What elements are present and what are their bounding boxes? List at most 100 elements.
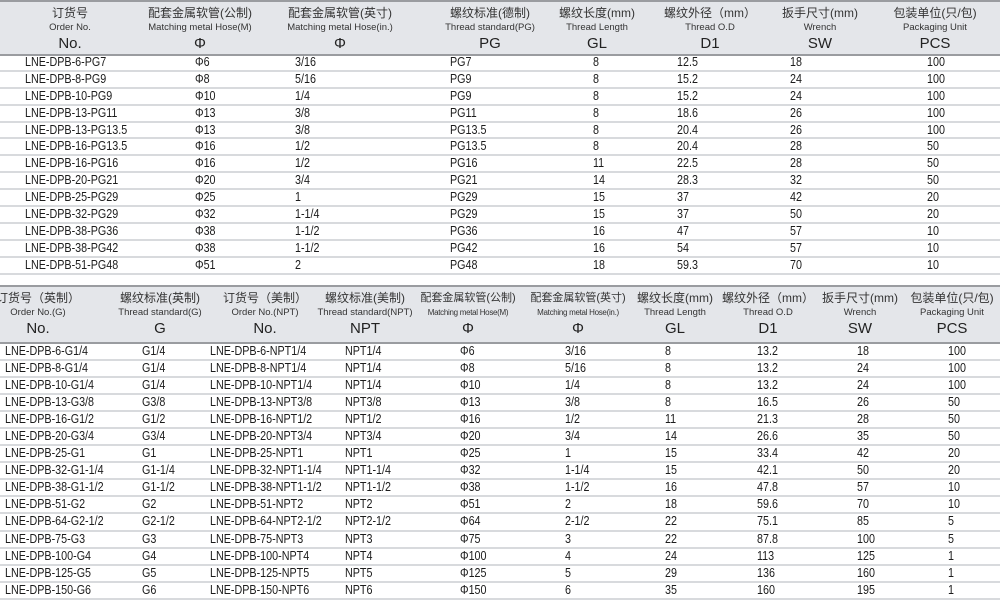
cell-order-no-npt: LNE-DPB-100-NPT4 [210, 548, 310, 563]
cell-hose-inch: 3/4 [295, 173, 310, 188]
table-row: LNE-DPB-150-G6 G6 LNE-DPB-150-NPT6 NPT6 Φ150… [0, 583, 1000, 600]
cell-thread-g: G3/4 [142, 429, 166, 444]
cell-thread-g: G1-1/2 [142, 480, 175, 495]
cell-hose-inch: 5 [565, 565, 571, 580]
header-label-zh: 订货号 [51, 6, 88, 20]
header-symbol: PG [479, 35, 501, 52]
table-row: LNE-DPB-20-G3/4 G3/4 LNE-DPB-20-NPT3/4 NPT3… [0, 429, 1000, 447]
header-label-en: Wrench [803, 22, 837, 33]
cell-packaging-unit: 20 [927, 207, 939, 222]
cell-hose-inch: 1/2 [565, 412, 580, 427]
cell-packaging-unit: 10 [948, 480, 960, 495]
cell-hose-metric: Φ10 [460, 378, 481, 393]
header-label-zh: 配套金属软管(英寸) [287, 6, 392, 20]
cell-wrench: 57 [790, 223, 802, 238]
cell-thread-od: 160 [757, 582, 775, 597]
header-label-zh: 螺纹外径（mm） [722, 291, 814, 305]
cell-thread-od: 13.2 [757, 344, 778, 358]
cell-order-no-g: LNE-DPB-16-G1/2 [5, 412, 95, 427]
cell-thread-pg: PG36 [450, 223, 478, 238]
cell-thread-od: 20.4 [677, 139, 698, 154]
cell-hose-inch: 3/16 [565, 344, 586, 358]
header-label-en: Wrench [843, 307, 877, 318]
cell-thread-length: 11 [593, 156, 605, 171]
cell-hose-inch: 1-1/2 [295, 223, 320, 238]
cell-wrench: 24 [790, 88, 802, 103]
header-symbol: PCS [919, 35, 951, 52]
cell-order-no: LNE-DPB-8-PG9 [25, 71, 107, 86]
table-row: LNE-DPB-20-PG21 Φ20 3/4 PG21 14 28.3 32 50 [0, 173, 1000, 191]
cell-thread-od: 16.5 [757, 395, 778, 410]
cell-thread-npt: NPT2-1/2 [345, 514, 392, 529]
cell-thread-od: 54 [677, 240, 689, 255]
header-label-en: Packaging Unit [903, 22, 967, 33]
cell-hose-metric: Φ51 [460, 497, 481, 512]
table-row: LNE-DPB-64-G2-1/2 G2-1/2 LNE-DPB-64-NPT2-1… [0, 514, 1000, 532]
cell-thread-g: G1/4 [142, 344, 166, 358]
cell-order-no: LNE-DPB-38-PG42 [25, 240, 119, 255]
cell-thread-npt: NPT1 [345, 446, 373, 461]
cell-hose-metric: Φ6 [460, 344, 475, 358]
header-label-en: Matching metal Hose(in.) [287, 22, 393, 33]
cell-packaging-unit: 1 [948, 548, 954, 563]
cell-thread-length: 8 [593, 122, 599, 137]
cell-thread-length: 8 [593, 139, 599, 154]
cell-thread-length: 8 [593, 71, 599, 86]
cell-wrench: 100 [857, 531, 875, 546]
cell-thread-od: 28.3 [677, 173, 698, 188]
cell-thread-length: 15 [593, 207, 605, 222]
cell-thread-od: 47.8 [757, 480, 778, 495]
cell-order-no-g: LNE-DPB-38-G1-1/2 [5, 480, 104, 495]
cell-thread-od: 22.5 [677, 156, 698, 171]
column-header-hose-inch: 配套金属软管(英寸) Matching metal Hose(in.) Φ [530, 287, 625, 339]
cell-thread-pg: PG13.5 [450, 139, 487, 154]
header-symbol: Φ [462, 320, 474, 337]
cell-thread-od: 59.3 [677, 257, 698, 272]
cell-packaging-unit: 50 [927, 173, 939, 188]
cell-wrench: 42 [790, 190, 802, 205]
cell-hose-inch: 1-1/4 [565, 463, 590, 478]
cell-thread-pg: PG29 [450, 190, 478, 205]
cell-thread-length: 29 [665, 565, 677, 580]
cell-thread-pg: PG9 [450, 71, 472, 86]
cell-order-no-g: LNE-DPB-25-G1 [5, 446, 86, 461]
column-header-order-no: 订货号 Order No. No. [49, 2, 91, 54]
cell-order-no-g: LNE-DPB-150-G6 [5, 582, 92, 597]
cell-thread-g: G1-1/4 [142, 463, 175, 478]
header-label-zh: 螺纹长度(mm) [559, 6, 635, 20]
cell-wrench: 28 [857, 412, 869, 427]
column-header-thread-od: 螺纹外径（mm） Thread O.D D1 [664, 2, 756, 54]
cell-thread-length: 16 [593, 223, 605, 238]
cell-order-no-npt: LNE-DPB-8-NPT1/4 [210, 361, 307, 376]
cell-order-no-g: LNE-DPB-8-G1/4 [5, 361, 89, 376]
header-label-en: Thread O.D [685, 22, 735, 33]
cell-thread-length: 15 [665, 446, 677, 461]
cell-thread-npt: NPT3/8 [345, 395, 382, 410]
cell-packaging-unit: 1 [948, 582, 954, 597]
table-row: LNE-DPB-32-G1-1/4 G1-1/4 LNE-DPB-32-NPT1-1… [0, 463, 1000, 481]
table-row: LNE-DPB-16-PG13.5 Φ16 1/2 PG13.5 8 20.4 28 50 [0, 139, 1000, 157]
header-label-en: Packaging Unit [920, 307, 984, 318]
cell-packaging-unit: 100 [927, 71, 945, 86]
cell-thread-length: 35 [665, 582, 677, 597]
cell-wrench: 42 [857, 446, 869, 461]
cell-wrench: 26 [857, 395, 869, 410]
header-label-zh: 扳手尺寸(mm) [782, 6, 858, 20]
header-symbol: GL [586, 35, 607, 52]
cell-hose-inch: 6 [565, 582, 571, 597]
header-label-zh: 螺纹外径（mm） [664, 6, 756, 20]
cell-wrench: 26 [790, 105, 802, 120]
cell-thread-pg: PG48 [450, 257, 478, 272]
cell-packaging-unit: 100 [927, 88, 945, 103]
header-symbol: GL [664, 320, 685, 337]
cell-thread-g: G3 [142, 531, 157, 546]
cell-order-no-npt: LNE-DPB-10-NPT1/4 [210, 378, 313, 393]
cell-order-no-npt: LNE-DPB-16-NPT1/2 [210, 412, 313, 427]
column-header-packaging-unit: 包装单位(只/包) Packaging Unit PCS [893, 2, 976, 54]
cell-thread-od: 75.1 [757, 514, 778, 529]
cell-thread-length: 22 [665, 514, 677, 529]
table1-body: LNE-DPB-6-PG7 Φ6 3/16 PG7 8 12.5 18 100 LNE-DPB-… [0, 55, 1000, 275]
header-symbol: No. [26, 320, 50, 337]
cell-order-no-npt: LNE-DPB-6-NPT1/4 [210, 344, 307, 358]
cell-order-no: LNE-DPB-51-PG48 [25, 257, 119, 272]
